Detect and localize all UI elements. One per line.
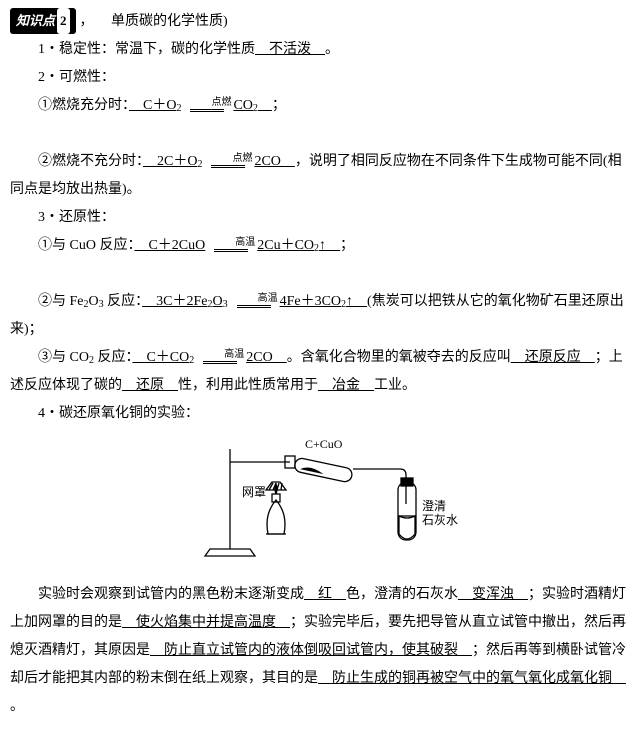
badge-label: 知识点: [16, 13, 55, 28]
eq3-formula: C＋2CuO高温2Cu＋CO2↑: [134, 238, 340, 253]
p2: 2・可燃性：: [38, 70, 115, 85]
arrow-icon: 高温: [196, 350, 244, 365]
eq5-formula: C＋CO2高温2CO: [132, 350, 286, 365]
label-lw-1: 澄清: [422, 498, 446, 513]
eq4-pre: ②与 Fe2O3 反应：: [38, 294, 142, 309]
eq5-u3: 冶金: [318, 378, 374, 393]
arrow-icon: 高温: [230, 294, 278, 309]
observation: 实验时会观察到试管内的黑色粉末逐渐变成 红 色，澄清的石灰水 变浑浊 ；实验时酒…: [10, 581, 630, 721]
badge-num: 2: [57, 8, 70, 34]
eq5-u2: 还原: [122, 378, 178, 393]
eq5-post4: 工业。: [374, 378, 416, 393]
eq5-post3: 性，利用此性质常用于: [178, 378, 318, 393]
eq1-post: ；: [272, 98, 286, 113]
eq4-formula: 3C＋2Fe2O3高温4Fe＋3CO2↑: [142, 294, 367, 309]
obs-u3: 使火焰集中并提高温度: [122, 615, 290, 630]
title-tail: 单质碳的化学性质): [111, 14, 228, 29]
eq2-pre: ②燃烧不充分时：: [38, 154, 143, 169]
eq3-pre: ①与 CuO 反应：: [38, 238, 134, 253]
obs-u4: 防止直立试管内的液体倒吸回试管内，使其破裂: [150, 643, 472, 658]
label-ccuo: C+CuO: [305, 437, 343, 451]
eq1-pre: ①燃烧充分时：: [38, 98, 129, 113]
obs-u1: 红: [304, 587, 346, 602]
eq2-formula: 2C＋O2点燃2CO: [143, 154, 295, 169]
arrow-icon: 点燃: [204, 154, 252, 169]
label-wz: 网罩: [242, 485, 266, 499]
obs-u5: 防止生成的铜再被空气中的氧气氧化成氧化铜: [318, 671, 626, 686]
label-lw-2: 石灰水: [422, 513, 458, 527]
p4: 4・碳还原氧化铜的实验：: [38, 406, 199, 421]
p1-post: 。: [325, 42, 339, 57]
eq1-formula: C＋O2点燃CO2: [129, 98, 272, 113]
arrow-icon: 点燃: [183, 98, 231, 113]
p1-pre: 1・稳定性：常温下，碳的化学性质: [38, 42, 255, 57]
eq5-pre: ③与 CO2 反应：: [38, 350, 132, 365]
p3: 3・还原性：: [38, 210, 115, 225]
eq5-post1: 。含氧化合物里的氧被夺去的反应叫: [287, 350, 511, 365]
obs-u2: 变浑浊: [458, 587, 528, 602]
eq3-post: ；: [340, 238, 354, 253]
p1-blank: 不活泼: [255, 42, 325, 57]
apparatus-diagram: C+CuO 网罩 澄清 石灰水: [10, 434, 630, 575]
eq5-u1: 还原反应: [511, 350, 595, 365]
arrow-icon: 高温: [207, 238, 255, 253]
